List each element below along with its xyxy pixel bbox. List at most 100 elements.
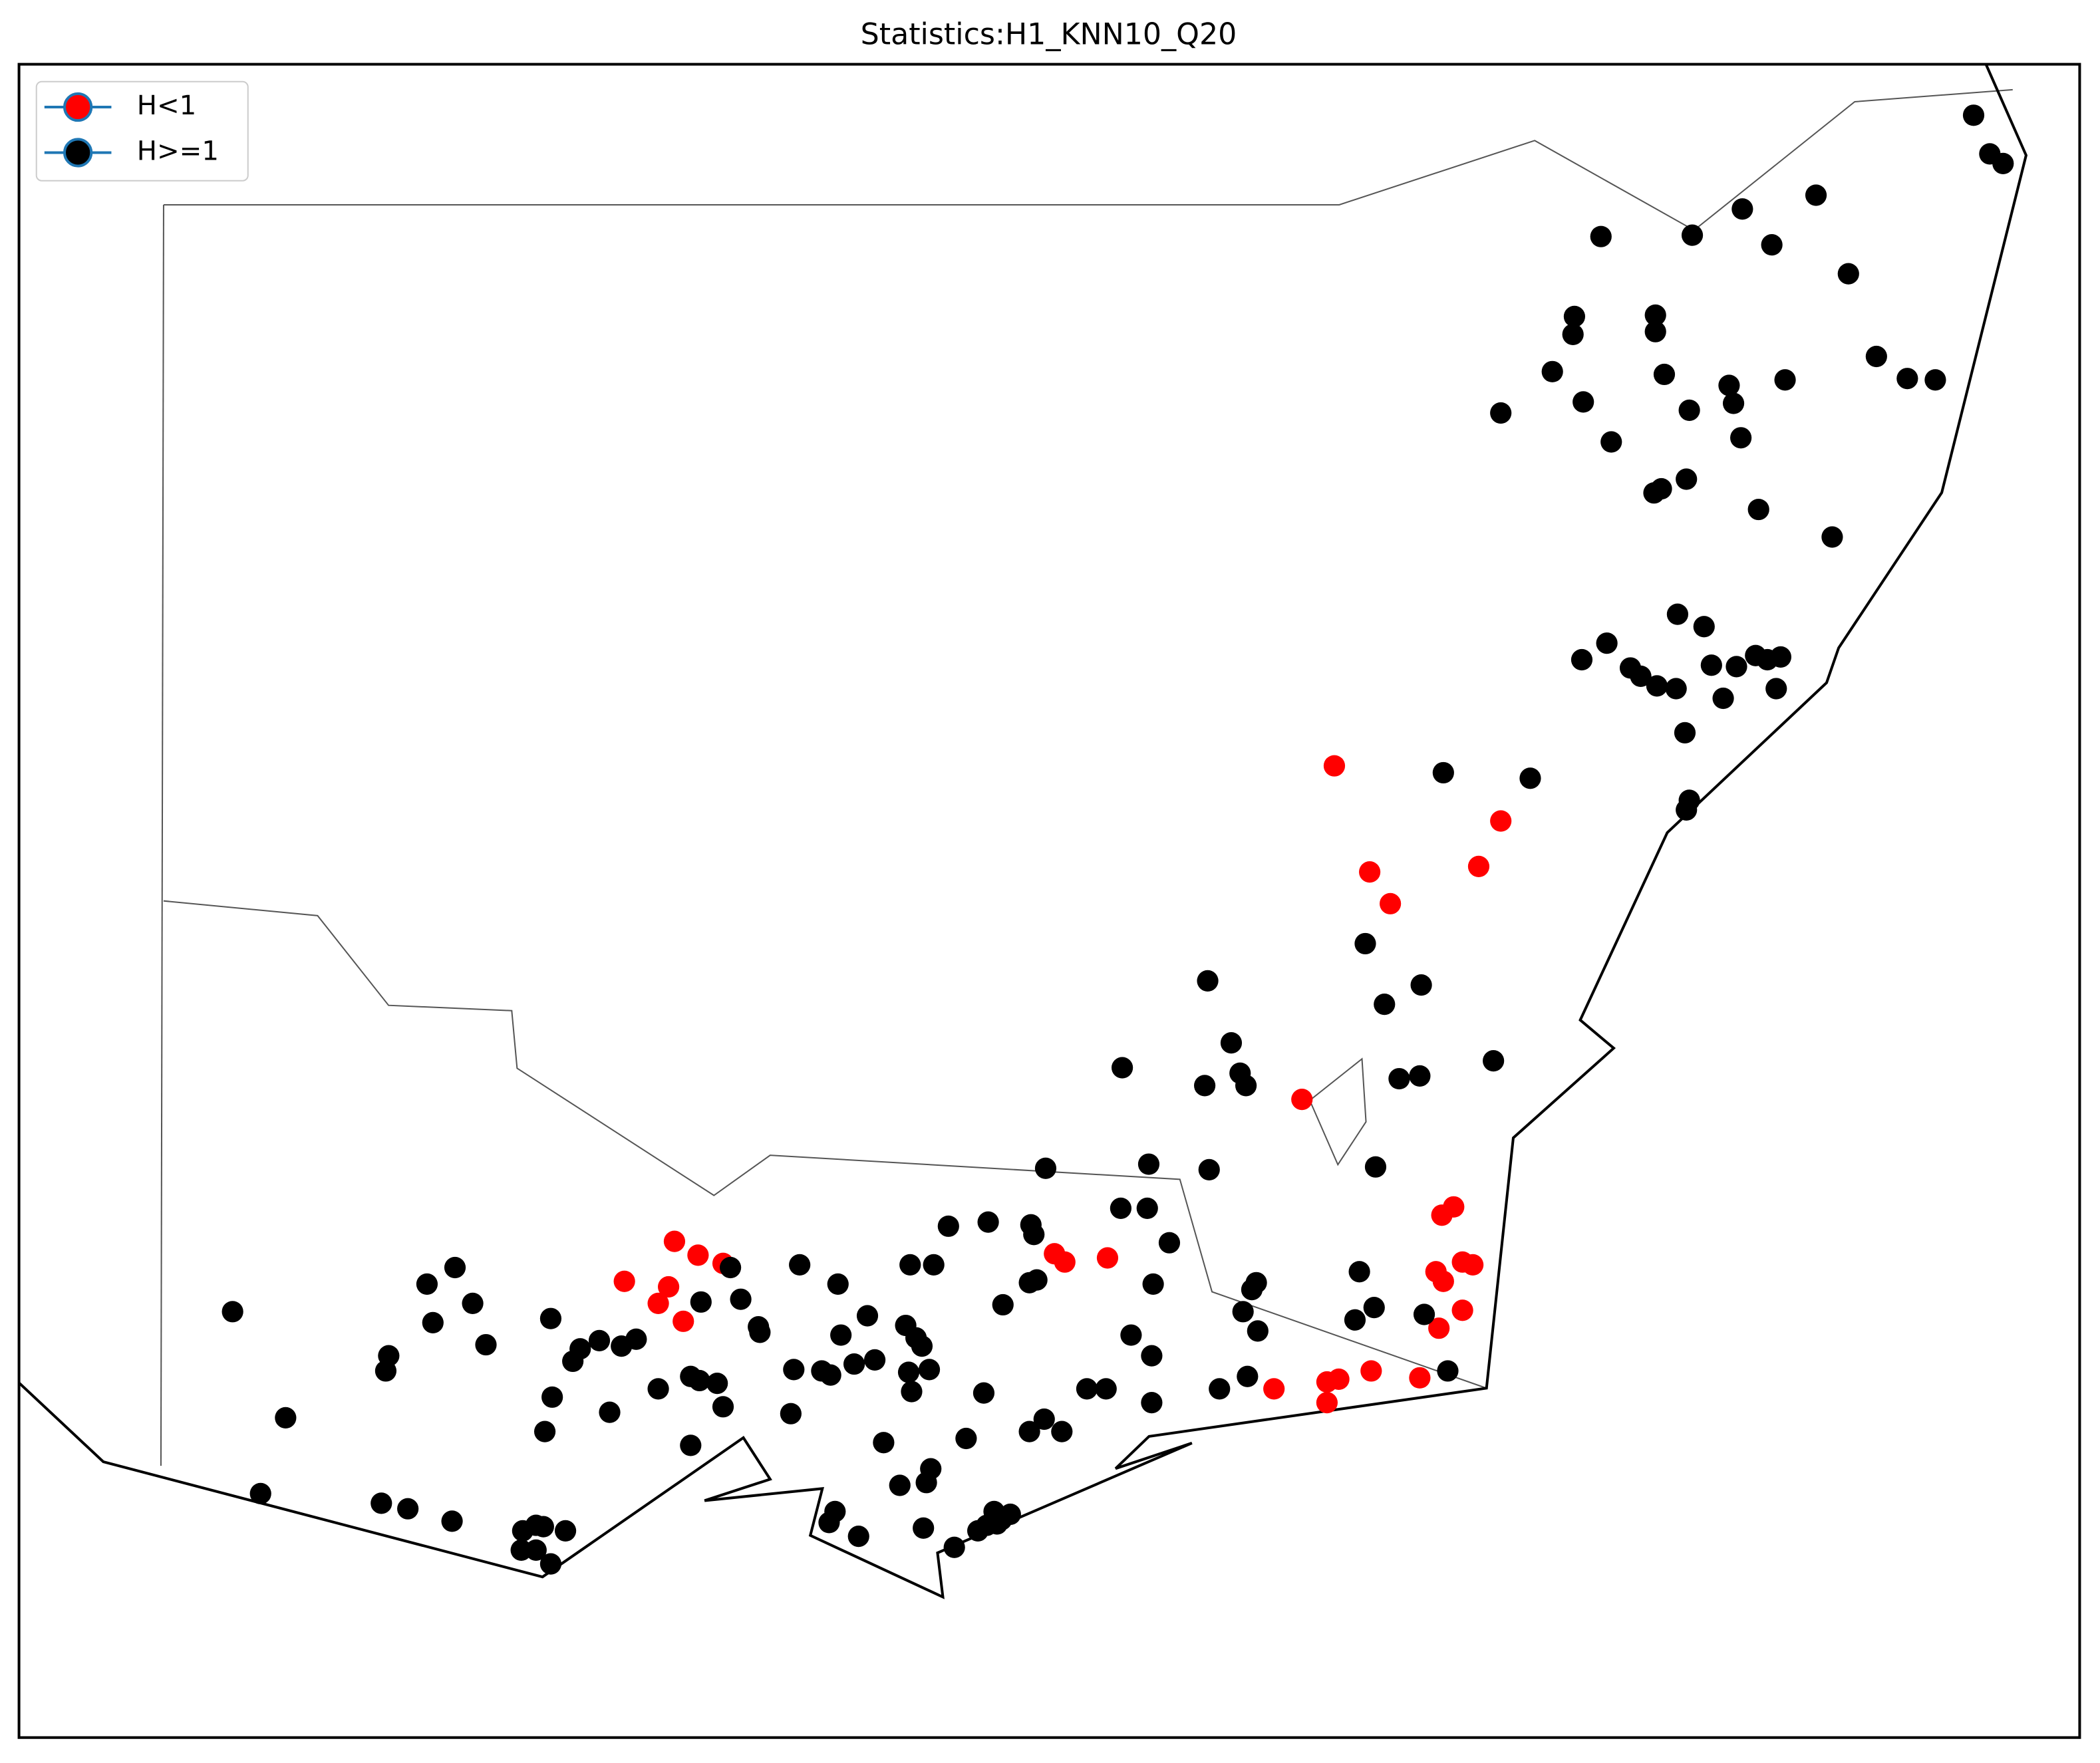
state-border (160, 204, 164, 1466)
data-point (687, 1244, 709, 1266)
data-point (1348, 1261, 1370, 1283)
data-point (1112, 1057, 1133, 1079)
data-point (1563, 305, 1586, 328)
data-point (1023, 1224, 1045, 1246)
state-border (163, 900, 1487, 1389)
data-point (1432, 1270, 1454, 1292)
data-point (1896, 368, 1918, 390)
data-point (986, 1513, 1008, 1535)
data-point (1562, 323, 1584, 345)
data-point (897, 1361, 920, 1383)
data-point (1374, 994, 1396, 1016)
data-point (539, 1307, 562, 1329)
data-point (915, 1472, 937, 1494)
data-point (1678, 399, 1700, 421)
data-point (1110, 1197, 1131, 1219)
data-point (1137, 1153, 1160, 1175)
data-point (1194, 1075, 1216, 1097)
state-border (163, 88, 2013, 231)
data-point (1630, 665, 1652, 687)
data-point (1158, 1232, 1181, 1254)
data-point (1141, 1345, 1163, 1367)
data-point (1765, 678, 1787, 700)
data-point (913, 1517, 935, 1539)
data-point (647, 1378, 669, 1400)
data-point (789, 1254, 811, 1276)
data-point (749, 1321, 771, 1343)
data-point (1323, 755, 1346, 777)
data-point (663, 1230, 686, 1252)
data-point (397, 1498, 419, 1520)
data-point (1681, 224, 1704, 246)
legend-label: H<1 (137, 90, 197, 121)
data-point (525, 1539, 547, 1561)
data-point (1096, 1247, 1119, 1269)
data-point (1197, 970, 1219, 992)
data-point (1018, 1421, 1040, 1442)
data-point (690, 1291, 712, 1313)
points (222, 104, 2014, 1575)
data-point (1095, 1378, 1117, 1400)
data-point (1247, 1320, 1269, 1342)
data-point (863, 1349, 886, 1371)
data-point (532, 1516, 554, 1538)
data-point (1700, 654, 1722, 676)
data-point (1054, 1251, 1076, 1273)
data-point (827, 1273, 849, 1295)
data-point (441, 1510, 463, 1532)
data-point (599, 1401, 621, 1423)
data-point (1571, 648, 1593, 671)
data-point (967, 1520, 989, 1542)
legend-marker (63, 92, 93, 122)
data-point (820, 1364, 841, 1386)
data-point (375, 1360, 397, 1382)
data-point (1409, 1367, 1431, 1389)
data-point (1437, 1360, 1459, 1382)
data-point (1198, 1158, 1220, 1180)
data-point (1364, 1156, 1387, 1178)
data-point (937, 1215, 959, 1237)
data-point (1142, 1273, 1164, 1295)
data-point (275, 1407, 297, 1429)
data-point (901, 1381, 923, 1403)
data-point (562, 1350, 584, 1373)
data-point (1241, 1279, 1263, 1301)
data-point (1674, 722, 1696, 744)
data-point (873, 1432, 895, 1454)
data-point (1316, 1371, 1338, 1393)
data-point (588, 1329, 611, 1351)
data-point (818, 1512, 840, 1534)
data-point (1774, 369, 1796, 391)
legend-marker (63, 138, 93, 168)
data-point (541, 1386, 563, 1408)
data-point (533, 1421, 556, 1442)
data-point (1360, 1360, 1382, 1382)
data-point (1136, 1197, 1158, 1219)
coastline (18, 63, 2028, 1599)
data-point (1676, 799, 1698, 821)
data-point (444, 1256, 466, 1279)
data-point (1653, 363, 1676, 386)
data-point (1693, 616, 1715, 638)
data-point (1805, 184, 1827, 206)
data-point (943, 1536, 965, 1558)
data-point (830, 1324, 852, 1346)
data-point (1665, 678, 1687, 700)
data-point (1837, 263, 1859, 285)
data-point (1076, 1378, 1098, 1400)
data-point (249, 1482, 271, 1505)
data-point (1410, 974, 1432, 996)
data-point (706, 1372, 728, 1395)
data-point (1483, 1050, 1505, 1072)
data-point (371, 1492, 392, 1514)
data-point (843, 1353, 865, 1375)
data-point (1541, 360, 1563, 382)
data-point (889, 1474, 911, 1496)
data-point (1596, 632, 1618, 654)
data-point (1769, 646, 1792, 668)
data-point (1718, 374, 1740, 396)
data-point (783, 1359, 805, 1381)
data-point (673, 1310, 694, 1332)
data-point (1644, 304, 1666, 326)
data-point (1359, 861, 1381, 883)
